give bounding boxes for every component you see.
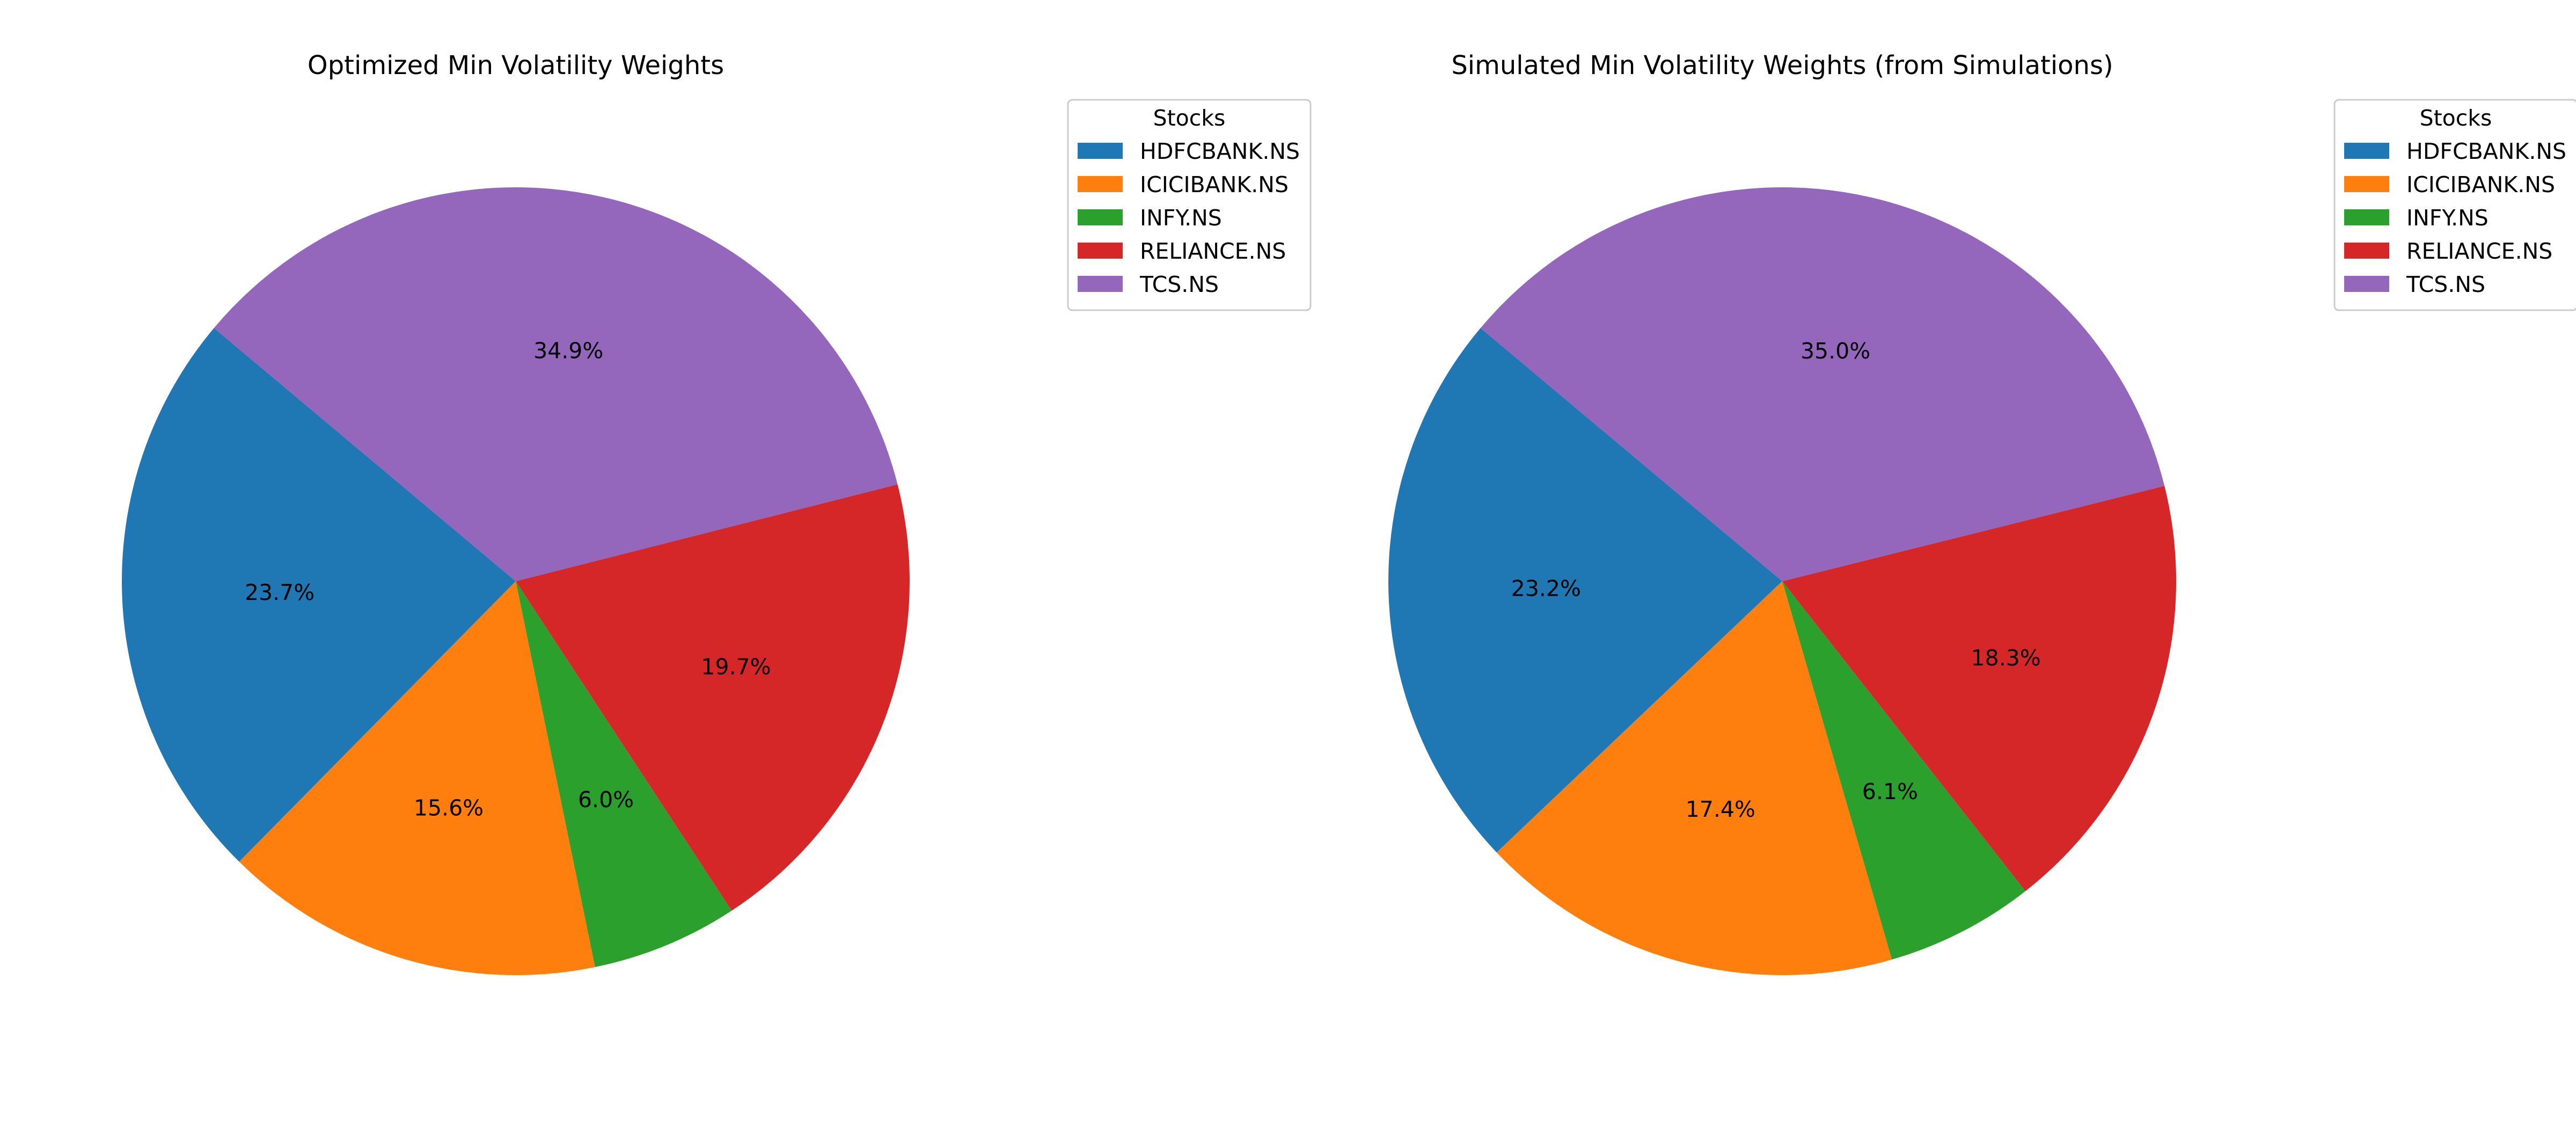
legend: Stocks HDFCBANK.NS ICICIBANK.NS INFY.NS RELI… <box>1067 99 1312 311</box>
pie-label-hdfcbank-ns: 23.2% <box>1511 576 1581 602</box>
pie-label-reliance-ns: 18.3% <box>1971 645 2040 671</box>
pie-slice-infy-ns <box>1782 581 2026 960</box>
pie-chart-simulated: Simulated Min Volatility Weights (from S… <box>1388 50 2576 975</box>
legend-label-hdfcbank-ns: HDFCBANK.NS <box>1140 138 1300 164</box>
legend-swatch-icicibank-ns <box>1078 176 1123 192</box>
legend-swatch-infy-ns <box>1078 209 1123 225</box>
legend-label-icicibank-ns: ICICIBANK.NS <box>2406 172 2555 197</box>
pie-label-icicibank-ns: 17.4% <box>1686 796 1755 822</box>
legend-swatch-icicibank-ns <box>2344 176 2389 192</box>
pie-label-tcs-ns: 35.0% <box>1801 338 1870 364</box>
pie-label-icicibank-ns: 15.6% <box>414 795 484 821</box>
pie-slice-tcs-ns <box>214 187 898 581</box>
pie-slice-infy-ns <box>516 581 732 967</box>
pie-label-hdfcbank-ns: 23.7% <box>245 580 314 605</box>
legend-label-hdfcbank-ns: HDFCBANK.NS <box>2406 138 2566 164</box>
pie-slices <box>121 187 910 976</box>
legend-swatch-hdfcbank-ns <box>1078 143 1123 159</box>
legend-title: Stocks <box>2420 105 2492 131</box>
chart-title: Optimized Min Volatility Weights <box>308 50 724 80</box>
legend-swatch-reliance-ns <box>1078 243 1123 259</box>
legend-label-tcs-ns: TCS.NS <box>1139 272 1219 297</box>
pie-label-reliance-ns: 19.7% <box>701 654 771 680</box>
legend-label-infy-ns: INFY.NS <box>2406 205 2489 231</box>
pie-slice-tcs-ns <box>1480 187 2165 581</box>
pie-slice-icicibank-ns <box>239 581 595 976</box>
legend-label-infy-ns: INFY.NS <box>1140 205 1222 231</box>
pie-label-infy-ns: 6.0% <box>578 787 634 813</box>
pie-percent-labels: 23.2% 17.4% 6.1% 18.3% 35.0% <box>1511 338 2041 822</box>
legend-swatch-hdfcbank-ns <box>2344 143 2389 159</box>
pie-slice-hdfcbank-ns <box>121 328 516 862</box>
legend: Stocks HDFCBANK.NS ICICIBANK.NS INFY.NS RELI… <box>2333 99 2576 311</box>
pie-slices <box>1388 187 2176 975</box>
pie-percent-labels: 23.7% 15.6% 6.0% 19.7% 34.9% <box>245 338 771 821</box>
legend-label-icicibank-ns: ICICIBANK.NS <box>1140 172 1289 197</box>
legend-label-reliance-ns: RELIANCE.NS <box>1140 238 1286 264</box>
legend-swatch-tcs-ns <box>2344 276 2389 292</box>
pie-label-infy-ns: 6.1% <box>1862 779 1918 804</box>
legend-swatch-reliance-ns <box>2344 243 2389 259</box>
legend-swatch-tcs-ns <box>1078 276 1123 292</box>
chart-title: Simulated Min Volatility Weights (from S… <box>1451 50 2113 80</box>
legend-frame <box>2333 99 2576 311</box>
pie-chart-optimized: Optimized Min Volatility Weights 23.7% 15… <box>121 50 1312 976</box>
legend-title: Stocks <box>1153 105 1226 131</box>
pie-slice-reliance-ns <box>516 484 910 911</box>
pie-slice-reliance-ns <box>1782 486 2176 891</box>
legend-label-reliance-ns: RELIANCE.NS <box>2406 238 2552 264</box>
legend-swatch-infy-ns <box>2344 209 2389 225</box>
legend-frame <box>1067 99 1312 311</box>
pie-label-tcs-ns: 34.9% <box>533 338 603 364</box>
legend-label-tcs-ns: TCS.NS <box>2406 272 2485 297</box>
pie-slice-hdfcbank-ns <box>1388 328 1782 853</box>
pie-slice-icicibank-ns <box>1496 581 1892 975</box>
